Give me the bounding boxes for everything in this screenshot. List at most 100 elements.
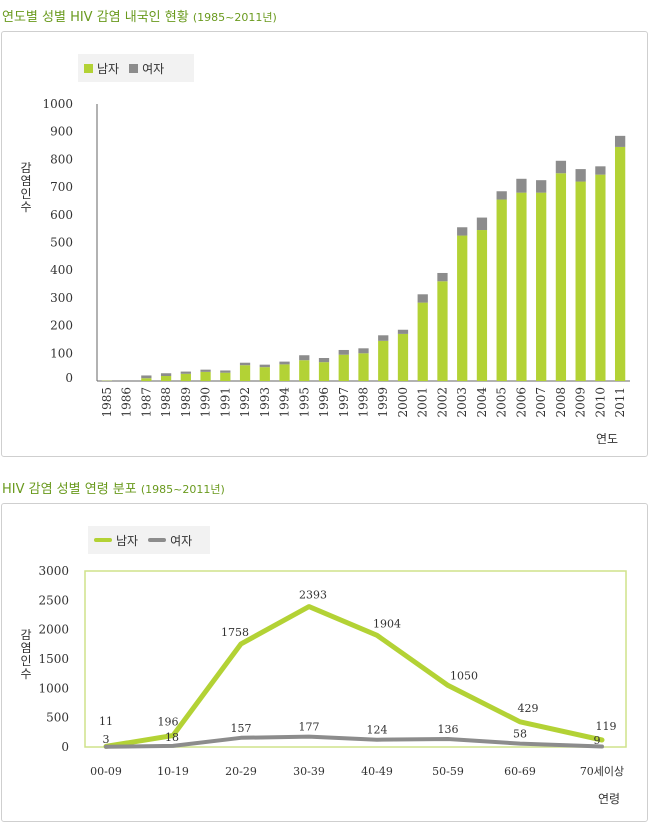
chart1-x-tick-label: 1994 bbox=[278, 387, 292, 418]
chart1-y-tick-label: 1000 bbox=[42, 97, 73, 111]
chart2-legend-female-swatch bbox=[148, 538, 167, 542]
chart1-x-tick-label: 2005 bbox=[495, 387, 509, 418]
chart2-data-label-female: 18 bbox=[165, 731, 179, 744]
chart1-bar-male bbox=[259, 367, 270, 381]
chart1-y-tick-label: 0 bbox=[65, 371, 73, 385]
chart1-x-tick-label: 1995 bbox=[297, 387, 311, 418]
chart2-data-label-male: 11 bbox=[99, 715, 113, 728]
chart1-y-tick-label: 100 bbox=[50, 346, 73, 360]
chart1-legend: 남자 여자 bbox=[78, 54, 194, 82]
chart2-y-tick-label: 1500 bbox=[38, 652, 69, 666]
chart1-y-tick-label: 500 bbox=[50, 236, 73, 250]
chart1-x-tick-label: 1990 bbox=[199, 387, 213, 418]
chart1-bar-male bbox=[614, 146, 626, 381]
chart2-title-text: HIV 감염 성별 연령 분포 bbox=[2, 482, 137, 497]
chart1-bar-male bbox=[378, 340, 389, 381]
chart1-legend-male-label: 남자 bbox=[97, 61, 120, 76]
chart1-bar-male bbox=[575, 181, 586, 381]
chart2-data-label-male: 429 bbox=[518, 702, 539, 715]
chart1-bar-male bbox=[141, 378, 152, 381]
chart1-bar-female bbox=[457, 227, 468, 236]
chart1-bar-female bbox=[555, 160, 567, 174]
chart2-xlabel: 연령 bbox=[598, 792, 621, 806]
chart1-bar-male bbox=[437, 281, 448, 381]
chart1-y-tick-label: 900 bbox=[50, 125, 73, 139]
chart1-bar-male bbox=[318, 362, 330, 381]
chart1-x-tick-label: 1998 bbox=[357, 387, 371, 418]
chart1-y-tick-label: 600 bbox=[50, 208, 73, 222]
chart1-x-tick-label: 1987 bbox=[139, 387, 153, 418]
chart2-y-tick-label: 500 bbox=[46, 711, 69, 725]
chart1-x-tick-label: 1986 bbox=[120, 387, 134, 418]
chart1-x-tick-label: 2002 bbox=[435, 387, 449, 418]
chart2-legend: 남자 여자 bbox=[88, 526, 210, 554]
chart2-line-male bbox=[103, 604, 605, 749]
chart1-plot: 0 100 200 300 400 500 600 700 800 900 1000 1985 1986… bbox=[42, 97, 630, 418]
chart2-data-label-female: 124 bbox=[367, 724, 388, 737]
chart1-bar-female bbox=[239, 362, 251, 366]
chart2-plot-frame bbox=[84, 570, 627, 748]
chart1-bar-male bbox=[358, 353, 369, 381]
chart2-data-label-female: 9 bbox=[594, 734, 601, 747]
chart2-data-label-male: 1758 bbox=[221, 626, 249, 639]
chart1-bar-female bbox=[318, 358, 330, 363]
chart2-x-tick-label: 10-19 bbox=[157, 765, 189, 778]
chart1-bar-female bbox=[259, 364, 270, 368]
chart2-data-label-female: 3 bbox=[103, 733, 110, 746]
chart1-bar-male bbox=[417, 302, 428, 381]
chart2-x-tick-label: 70세이상 bbox=[580, 765, 624, 778]
chart1-x-tick-label: 2000 bbox=[396, 387, 410, 418]
chart1-bar-female bbox=[595, 166, 606, 175]
chart1-bar-female bbox=[516, 178, 527, 193]
chart2-data-label-female: 157 bbox=[231, 722, 252, 735]
chart2-data-label-male: 119 bbox=[596, 720, 617, 733]
chart1-title-text: 연도별 성별 HIV 감염 내국인 현황 bbox=[2, 10, 189, 25]
chart2-x-tick-label: 60-69 bbox=[504, 765, 536, 778]
chart1-x-tick-label: 1991 bbox=[218, 387, 232, 418]
chart2-legend-male: 남자 bbox=[94, 532, 138, 549]
chart2-y-tick-label: 2500 bbox=[38, 593, 69, 607]
chart1-bar-male bbox=[457, 235, 468, 381]
chart1-bar-female bbox=[417, 294, 428, 303]
chart2-line-female bbox=[104, 734, 604, 749]
chart1-bar-female bbox=[141, 375, 152, 379]
chart1-bar-male bbox=[279, 364, 290, 381]
chart1-y-tick-label: 200 bbox=[50, 319, 73, 333]
chart1-x-tick-label: 1988 bbox=[159, 387, 173, 418]
chart2-y-tick-label: 1000 bbox=[38, 681, 69, 695]
chart1-bar-male bbox=[200, 371, 211, 381]
chart1-bar-female bbox=[180, 371, 191, 374]
chart1-x-tick-label: 2008 bbox=[554, 387, 568, 418]
chart1-x-tick-label: 1999 bbox=[376, 387, 390, 418]
chart1-bar-male bbox=[397, 333, 409, 381]
chart1-y-tick-label: 700 bbox=[50, 180, 73, 194]
chart2-data-label-male: 1050 bbox=[450, 669, 478, 682]
chart1-bar-female bbox=[358, 348, 369, 354]
chart1-bar-female bbox=[575, 169, 586, 182]
chart2-legend-female: 여자 bbox=[148, 532, 192, 549]
chart1-bar-female bbox=[378, 335, 389, 341]
chart2-x-tick-label: 00-09 bbox=[90, 765, 122, 778]
chart2-x-tick-label: 30-39 bbox=[293, 765, 325, 778]
chart1-bar-male bbox=[239, 365, 251, 381]
chart1-bar-male bbox=[555, 173, 567, 381]
chart1-bar-male bbox=[595, 174, 606, 381]
chart1-bar-female bbox=[496, 191, 507, 200]
chart2-y-tick-label: 2000 bbox=[38, 623, 69, 637]
chart1-bar-female bbox=[279, 361, 290, 365]
chart1-title-years: (1985~2011년) bbox=[192, 11, 277, 24]
chart2-x-tick-label: 50-59 bbox=[432, 765, 464, 778]
chart1-x-tick-label: 2001 bbox=[416, 387, 430, 418]
chart1-y-tick-label: 400 bbox=[50, 263, 73, 277]
chart1-bar-male bbox=[536, 192, 547, 381]
chart1-x-tick-label: 2010 bbox=[593, 387, 607, 418]
chart1-x-tick-label: 1993 bbox=[258, 387, 272, 418]
chart1-bar-male bbox=[496, 199, 507, 381]
chart1-xlabel: 연도 bbox=[596, 432, 619, 446]
chart1-bar-male bbox=[476, 230, 488, 381]
chart2-data-label-female: 177 bbox=[299, 721, 320, 734]
chart2-legend-male-label: 남자 bbox=[116, 533, 139, 548]
chart1-panel: 남자 여자 감염인 수 연도 0 100 200 300 400 500 600 700 800… bbox=[1, 31, 648, 457]
chart2-data-label-male: 196 bbox=[158, 716, 179, 729]
chart2-data-label-female: 58 bbox=[513, 728, 527, 741]
